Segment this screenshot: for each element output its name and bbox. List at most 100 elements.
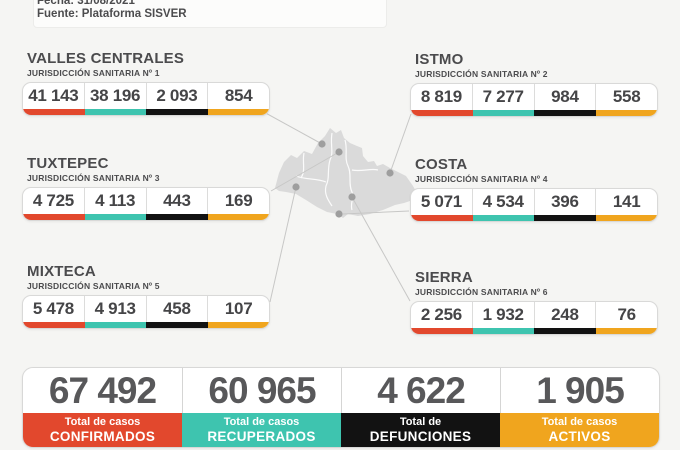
region-stats-box: 2 256 1 932 248 76 (410, 301, 658, 335)
active-count: 854 (207, 83, 269, 109)
active-count: 169 (207, 188, 269, 214)
total-confirmed-band: Total de casos CONFIRMADOS (23, 413, 182, 447)
region-title: SIERRA (415, 269, 473, 286)
confirmed-bar (411, 328, 473, 334)
band-label-line1: Total de (399, 416, 442, 429)
recovered-count: 4 534 (471, 189, 534, 215)
band-label-line1: Total de casos (541, 416, 618, 429)
region-subtitle: JURISDICCIÓN SANITARIA Nº 1 (27, 68, 160, 78)
total-confirmed-value: 67 492 (48, 369, 157, 411)
region-card-tuxtepec: TUXTEPEC JURISDICCIÓN SANITARIA Nº 3 4 7… (22, 156, 270, 221)
recovered-bar (472, 215, 534, 221)
connector-tuxtepec (270, 151, 340, 192)
recovered-bar (84, 214, 146, 220)
active-bar (207, 322, 269, 328)
date-value: 31/08/2021 (77, 0, 135, 7)
band-label-line2: DEFUNCIONES (369, 428, 472, 444)
active-bar (207, 214, 269, 220)
active-count: 558 (595, 84, 657, 110)
connector-valles-centrales (261, 110, 323, 145)
confirmed-bar (411, 215, 473, 221)
region-subtitle: JURISDICCIÓN SANITARIA Nº 5 (27, 281, 160, 291)
category-color-bar (23, 214, 269, 220)
map-markers (292, 140, 394, 218)
confirmed-bar (23, 109, 85, 115)
active-bar (595, 215, 657, 221)
region-subtitle: JURISDICCIÓN SANITARIA Nº 2 (415, 69, 548, 79)
region-card-sierra: SIERRA JURISDICCIÓN SANITARIA Nº 6 2 256… (410, 270, 658, 335)
total-deaths-band: Total de DEFUNCIONES (341, 413, 500, 447)
total-active-band: Total de casos ACTIVOS (500, 413, 659, 447)
confirmed-count: 8 819 (420, 87, 462, 106)
region-stats-box: 5 071 4 534 396 141 (410, 188, 658, 222)
map-marker (335, 210, 343, 218)
deaths-bar (146, 322, 208, 328)
totals-strip: 67 492 Total de casos CONFIRMADOS 60 965… (22, 367, 660, 448)
source-value: Plataforma SISVER (81, 8, 187, 20)
total-active-value: 1 905 (500, 368, 659, 413)
band-label-line2: RECUPERADOS (207, 428, 316, 444)
recovered-bar (84, 109, 146, 115)
total-recovered-value: 60 965 (182, 368, 341, 413)
active-bar (595, 110, 657, 116)
region-title: TUXTEPEC (27, 155, 109, 172)
map-district-borders (295, 132, 379, 211)
deaths-count: 396 (533, 189, 596, 215)
map-marker (335, 148, 343, 156)
connector-costa (342, 210, 410, 215)
map-marker (348, 193, 356, 201)
active-count: 141 (595, 189, 657, 215)
category-color-bar (23, 322, 269, 328)
recovered-count: 1 932 (471, 302, 534, 328)
recovered-bar (472, 328, 534, 334)
region-card-istmo: ISTMO JURISDICCIÓN SANITARIA Nº 2 8 819 … (410, 52, 658, 117)
region-card-mixteca: MIXTECA JURISDICCIÓN SANITARIA Nº 5 5 47… (22, 264, 270, 329)
category-color-bar (411, 110, 657, 116)
confirmed-count: 5 071 (420, 192, 462, 211)
region-title: COSTA (415, 156, 468, 173)
connector-istmo (389, 113, 412, 174)
recovered-count: 38 196 (83, 83, 146, 109)
source-line: Fuente: Plataforma SISVER (37, 8, 187, 20)
recovered-count: 4 913 (83, 296, 146, 322)
date-line: Fecha: 31/08/2021 (37, 0, 187, 8)
confirmed-count: 41 143 (28, 86, 79, 105)
deaths-count: 984 (533, 84, 596, 110)
confirmed-count: 4 725 (32, 191, 74, 210)
region-subtitle: JURISDICCIÓN SANITARIA Nº 6 (415, 287, 548, 297)
total-deaths: 4 622 Total de DEFUNCIONES (341, 368, 500, 447)
region-card-costa: COSTA JURISDICCIÓN SANITARIA Nº 4 5 071 … (410, 157, 658, 222)
deaths-bar (534, 215, 596, 221)
band-label-line2: CONFIRMADOS (49, 428, 156, 444)
deaths-count: 2 093 (145, 83, 208, 109)
confirmed-count: 2 256 (420, 305, 462, 324)
confirmed-count: 5 478 (32, 299, 74, 318)
deaths-bar (534, 328, 596, 334)
total-confirmed: 67 492 Total de casos CONFIRMADOS (23, 368, 182, 447)
recovered-bar (84, 322, 146, 328)
region-title: MIXTECA (27, 263, 96, 280)
category-color-bar (411, 215, 657, 221)
map-marker (386, 169, 394, 177)
connector-lines (261, 110, 412, 303)
band-label-line1: Total de casos (223, 416, 300, 429)
total-active: 1 905 Total de casos ACTIVOS (500, 368, 659, 447)
category-color-bar (411, 328, 657, 334)
total-deaths-value: 4 622 (341, 368, 500, 413)
header: Fecha: 31/08/2021 Fuente: Plataforma SIS… (37, 0, 187, 21)
region-stats-box: 41 143 38 196 2 093 854 (22, 82, 270, 116)
map-marker (318, 140, 326, 148)
region-subtitle: JURISDICCIÓN SANITARIA Nº 3 (27, 173, 160, 183)
deaths-count: 458 (145, 296, 208, 322)
active-count: 107 (207, 296, 269, 322)
recovered-count: 7 277 (471, 84, 534, 110)
deaths-count: 248 (533, 302, 596, 328)
deaths-bar (146, 109, 208, 115)
region-stats-box: 8 819 7 277 984 558 (410, 83, 658, 117)
confirmed-bar (23, 214, 85, 220)
active-count: 76 (595, 302, 657, 328)
recovered-count: 4 113 (83, 188, 146, 214)
region-card-valles-centrales: VALLES CENTRALES JURISDICCIÓN SANITARIA … (22, 51, 270, 116)
deaths-count: 443 (145, 188, 208, 214)
